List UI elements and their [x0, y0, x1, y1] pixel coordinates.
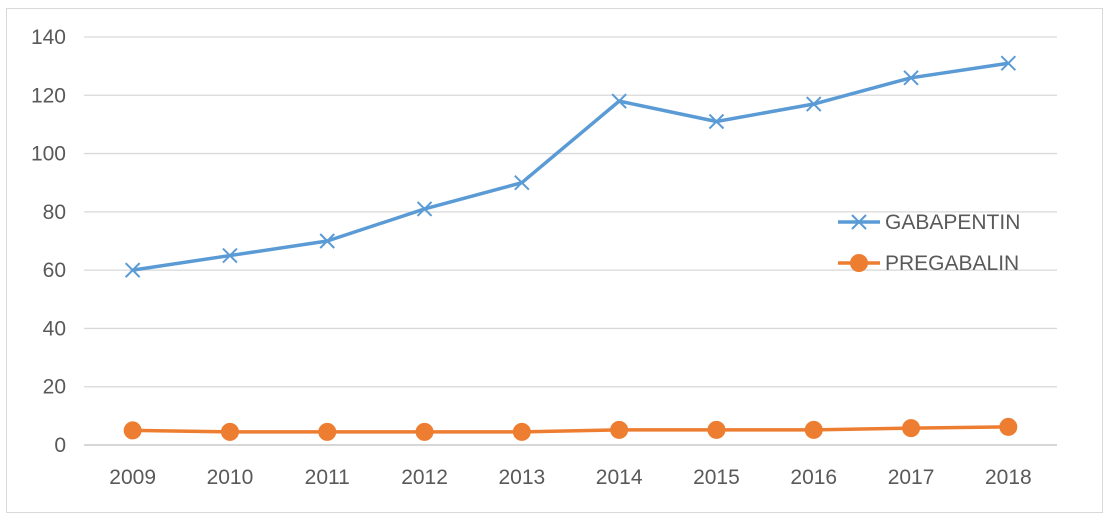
- x-tick-label: 2013: [498, 466, 545, 489]
- legend-label-pregabalin: PREGABALIN: [885, 252, 1019, 275]
- x-tick-label: 2011: [305, 466, 350, 489]
- x-axis-ticks: 2009 2010 2011 2012 2013 2014 2015 2016 2017 2018: [109, 466, 1031, 489]
- x-tick-label: 2010: [207, 466, 254, 489]
- data-point-gabapentin: [611, 93, 627, 109]
- y-tick-label: 80: [43, 201, 66, 224]
- data-point-pregabalin: [707, 420, 726, 439]
- data-point-gabapentin: [1000, 55, 1017, 71]
- legend-marker-shape: [850, 254, 868, 272]
- x-tick-label: 2016: [790, 466, 837, 489]
- data-point-pregabalin: [318, 422, 337, 441]
- data-point-pregabalin: [999, 417, 1018, 436]
- y-tick-label: 40: [43, 317, 66, 340]
- x-tick-label: 2017: [888, 466, 935, 489]
- data-point-pregabalin: [512, 422, 531, 441]
- x-tick-label: 2014: [596, 466, 643, 489]
- data-point-gabapentin: [222, 247, 238, 264]
- series-layer: [123, 55, 1018, 441]
- x-tick-label: 2012: [401, 466, 448, 489]
- data-point-gabapentin: [903, 70, 919, 86]
- y-tick-label: 60: [43, 259, 66, 282]
- x-tick-label: 2015: [693, 466, 740, 489]
- data-point-pregabalin: [123, 421, 142, 440]
- data-point-gabapentin: [124, 262, 141, 278]
- y-tick-label: 20: [43, 376, 66, 399]
- legend-item-gabapentin: GABAPENTIN: [838, 211, 1020, 234]
- legend: GABAPENTIN PREGABALIN: [838, 211, 1020, 275]
- y-tick-label: 0: [54, 434, 66, 457]
- y-tick-label: 140: [31, 26, 66, 49]
- gridlines: [84, 36, 1057, 446]
- legend-marker-shape: [851, 214, 867, 230]
- data-point-gabapentin: [416, 201, 433, 217]
- data-point-gabapentin: [514, 175, 530, 191]
- legend-item-pregabalin: PREGABALIN: [838, 252, 1019, 275]
- y-tick-label: 120: [31, 84, 66, 107]
- data-point-pregabalin: [902, 419, 921, 438]
- y-tick-label: 100: [31, 143, 66, 166]
- data-point-gabapentin: [806, 96, 822, 112]
- data-point-gabapentin: [708, 113, 725, 130]
- series-line-gabapentin: [132, 61, 1009, 272]
- data-point-pregabalin: [220, 422, 239, 441]
- x-tick-label: 2009: [109, 466, 156, 489]
- legend-marker-pregabalin: [850, 254, 868, 272]
- legend-marker-gabapentin: [851, 214, 867, 230]
- data-point-pregabalin: [415, 422, 434, 441]
- legend-label-gabapentin: GABAPENTIN: [885, 211, 1020, 234]
- data-point-gabapentin: [319, 233, 335, 249]
- y-axis-ticks: 0 20 40 60 80 100 120 140: [31, 26, 66, 457]
- data-point-pregabalin: [804, 420, 823, 439]
- series-line-pregabalin: [132, 425, 1009, 434]
- data-point-pregabalin: [610, 420, 629, 439]
- x-tick-label: 2018: [985, 466, 1032, 489]
